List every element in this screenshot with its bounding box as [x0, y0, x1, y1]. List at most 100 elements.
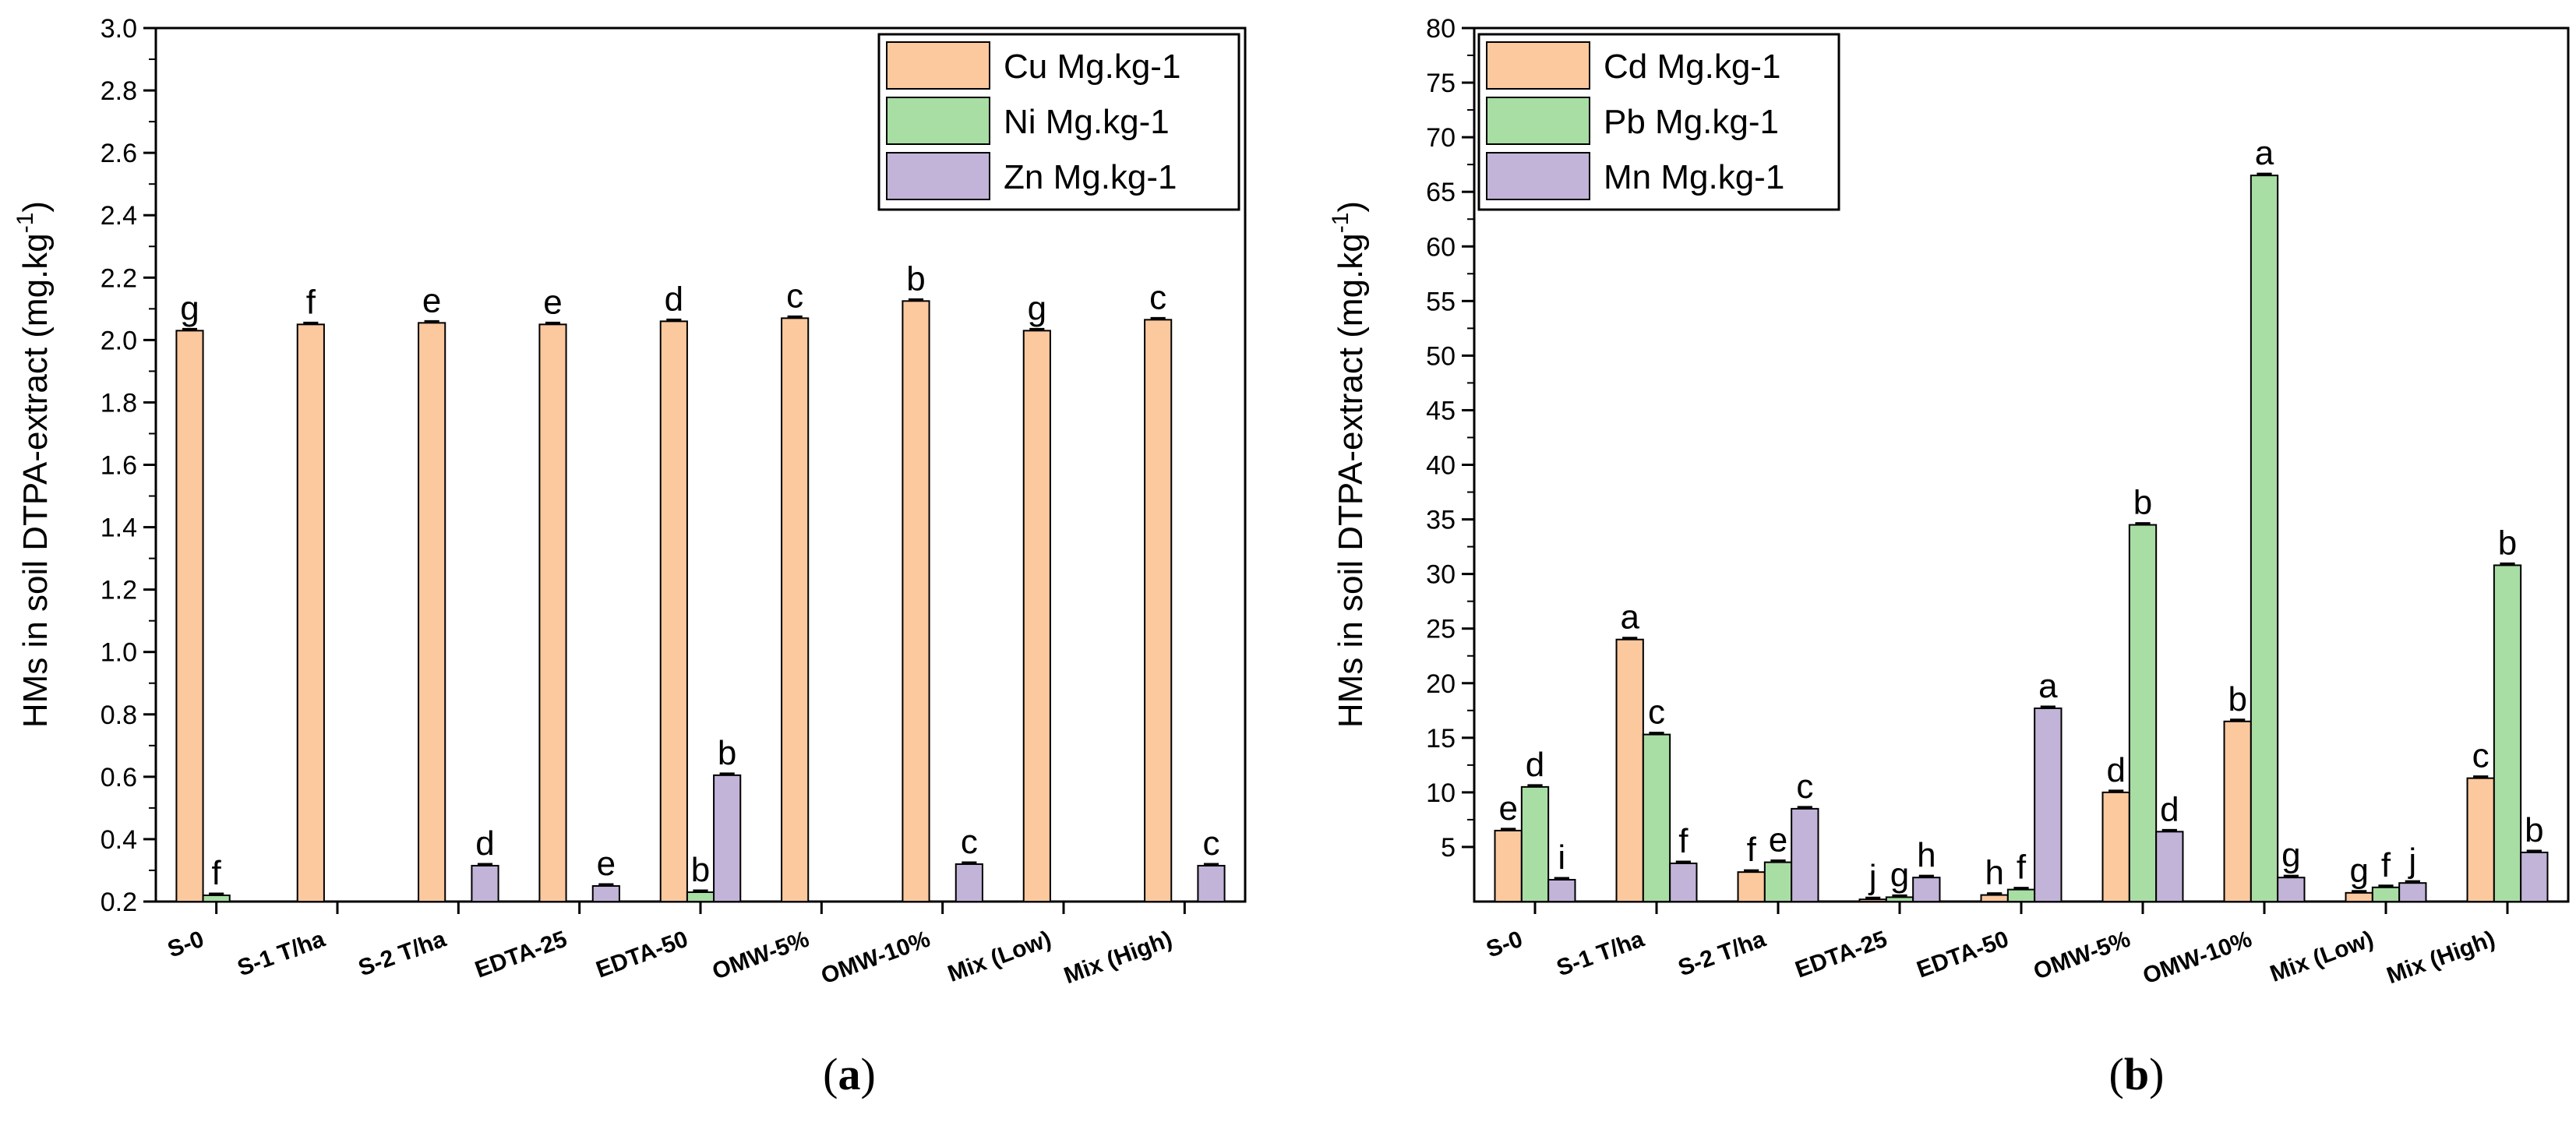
legend-label: Ni Mg.kg-1	[1004, 103, 1170, 141]
significance-label: b	[2133, 484, 2152, 522]
legend-swatch	[886, 97, 990, 145]
bar	[2398, 882, 2427, 902]
significance-label: e	[1769, 821, 1787, 859]
significance-label: j	[1868, 858, 1877, 896]
bar	[1144, 319, 1173, 902]
significance-label: f	[306, 283, 316, 321]
y-axis-title-main: HMs in soil DTPA-extract (mg.kg	[16, 233, 55, 728]
bar	[1520, 785, 1550, 903]
legend-swatch	[886, 41, 990, 90]
y-tick-label: 70	[1426, 123, 1456, 153]
legend: Cu Mg.kg-1 Ni Mg.kg-1 Zn Mg.kg-1	[877, 33, 1240, 211]
bar	[686, 891, 715, 902]
bar	[1615, 638, 1644, 902]
y-axis-title-sup: -1	[1328, 213, 1353, 234]
bar	[1912, 877, 1941, 902]
legend: Cd Mg.kg-1 Pb Mg.kg-1 Mn Mg.kg-1	[1477, 33, 1840, 211]
y-tick-label: 65	[1426, 178, 1456, 207]
significance-label: h	[1917, 836, 1936, 874]
bar	[1980, 894, 2009, 903]
x-tick-label: S-2 T/ha	[355, 926, 450, 981]
significance-label: c	[1149, 278, 1166, 316]
x-tick-label: EDTA-50	[1914, 926, 2013, 983]
y-axis-title: HMs in soil DTPA-extract (mg.kg-1)	[12, 201, 55, 728]
bar	[2371, 886, 2401, 902]
x-tick-label: EDTA-50	[593, 926, 692, 983]
y-tick-label: 1.0	[101, 638, 137, 668]
legend-swatch	[886, 152, 990, 200]
significance-label: a	[2255, 134, 2274, 172]
bar	[2466, 777, 2495, 902]
x-tick-label: Mix (Low)	[944, 926, 1054, 987]
legend-label: Cu Mg.kg-1	[1004, 48, 1180, 86]
legend-swatch	[1486, 41, 1590, 90]
significance-label: i	[1558, 838, 1565, 877]
bar	[2223, 720, 2252, 903]
y-tick-label: 15	[1426, 724, 1456, 754]
y-axis-title-main: HMs in soil DTPA-extract (mg.kg	[1332, 233, 1370, 728]
y-axis: 5 10 15 20 25 30 35 40 45 50 55 60 65 70 75 80	[1426, 14, 1474, 863]
significance-label: d	[2106, 751, 2125, 789]
x-tick-label: OMW-5%	[709, 926, 813, 985]
significance-label: a	[1620, 598, 1639, 637]
bar	[2345, 891, 2373, 903]
x-axis: S-0 S-1 T/ha S-2 T/ha EDTA-25 EDTA-50 OMW-5% O…	[1483, 902, 2509, 990]
y-tick-label: 40	[1426, 451, 1456, 481]
bar	[538, 323, 567, 902]
bar	[781, 317, 810, 902]
bar	[902, 300, 930, 902]
bar	[1885, 896, 1914, 903]
x-tick-label: EDTA-25	[1792, 926, 1891, 983]
y-tick-label: 55	[1426, 287, 1456, 316]
legend-label: Cd Mg.kg-1	[1604, 48, 1780, 86]
x-tick-label: S-1 T/ha	[234, 926, 328, 981]
panel-label-letter: b	[2124, 1049, 2149, 1099]
chart-panel-b: 5 10 15 20 25 30 35 40 45 50 55 60 65 70 75 80 HMs in so…	[1328, 14, 2570, 1099]
y-axis-title-close: )	[16, 201, 55, 213]
y-tick-label: 35	[1426, 506, 1456, 535]
legend-swatch	[1486, 152, 1590, 200]
bar	[2250, 175, 2279, 902]
y-tick-label: 80	[1426, 14, 1456, 44]
y-tick-label: 2.8	[101, 76, 137, 106]
bar	[418, 322, 446, 902]
panel-label: (b)	[2109, 1049, 2165, 1099]
bar	[1737, 871, 1766, 903]
significance-label: c	[1203, 824, 1220, 863]
significance-label: e	[1498, 789, 1517, 828]
significance-label: c	[2472, 737, 2490, 775]
y-tick-label: 5	[1441, 833, 1456, 863]
significance-label: g	[1028, 289, 1046, 327]
panel-label: (a)	[823, 1049, 876, 1099]
y-tick-label: 2.4	[101, 201, 137, 231]
y-tick-label: 75	[1426, 69, 1456, 98]
bar	[1791, 807, 1819, 903]
y-tick-label: 60	[1426, 232, 1456, 262]
y-tick-label: 1.4	[101, 514, 137, 543]
y-tick-label: 0.2	[101, 888, 137, 917]
bar	[955, 863, 983, 903]
y-tick-label: 50	[1426, 341, 1456, 371]
significance-label: b	[691, 851, 710, 889]
y-axis: 0.2 0.4 0.6 0.8 1.0 1.2 1.4 1.6 1.8 2.0 2.2 2.4 2.6 2…	[101, 14, 156, 917]
x-tick-label: Mix (High)	[1060, 926, 1176, 990]
y-tick-label: 30	[1426, 560, 1456, 590]
bar	[1547, 878, 1576, 902]
panel-label-letter: a	[838, 1049, 861, 1099]
bar	[1494, 829, 1523, 902]
significance-label: f	[1678, 822, 1689, 860]
bar	[2101, 791, 2130, 902]
y-tick-label: 10	[1426, 778, 1456, 808]
bar	[2006, 888, 2036, 903]
significance-label: h	[1985, 854, 2003, 892]
significance-label: c	[1796, 768, 1813, 806]
significance-label: f	[212, 854, 222, 892]
bar	[2128, 524, 2158, 902]
legend-label: Mn Mg.kg-1	[1604, 158, 1784, 196]
y-tick-label: 25	[1426, 615, 1456, 644]
bar	[2493, 564, 2522, 902]
significance-label: j	[2407, 842, 2416, 880]
bar	[2277, 877, 2306, 902]
significance-label: d	[1526, 746, 1544, 784]
